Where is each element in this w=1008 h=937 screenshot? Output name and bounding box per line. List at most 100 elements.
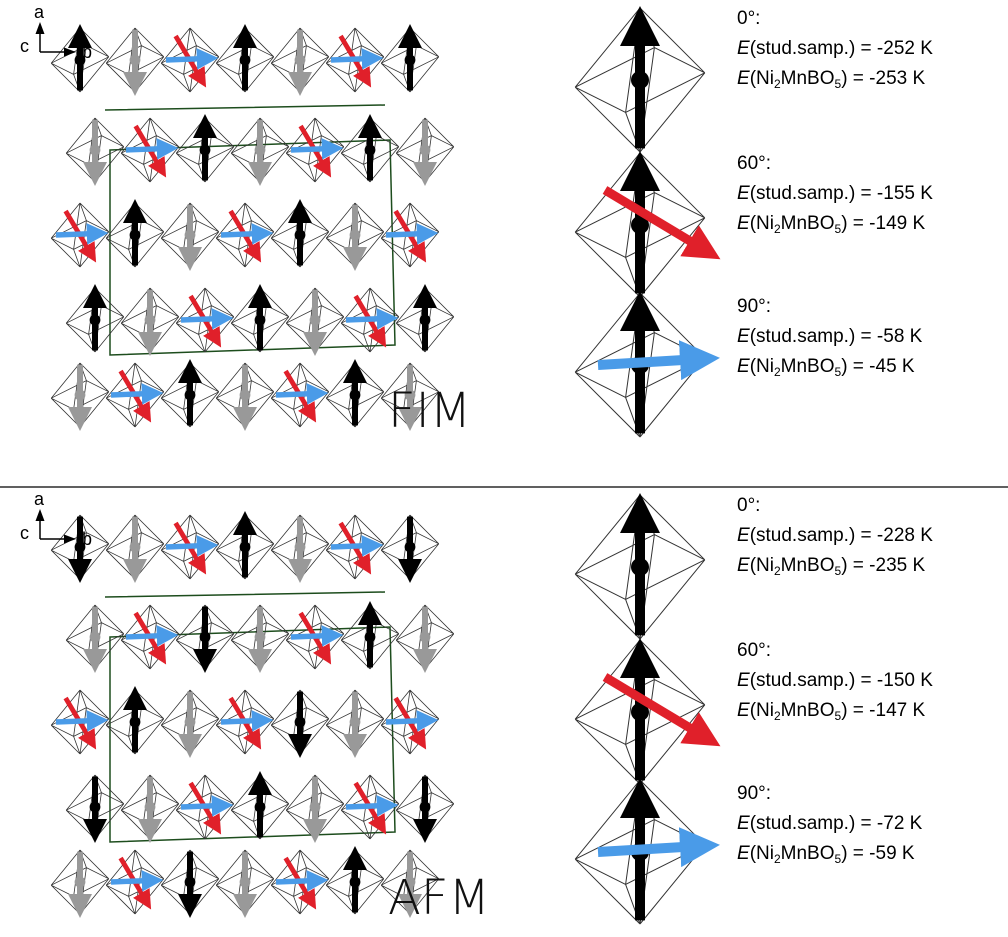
spin-center <box>90 632 101 643</box>
text-run: E <box>737 555 750 576</box>
text-run: (stud.samp.) = -155 K <box>750 183 933 204</box>
spin-center <box>255 802 266 813</box>
figure: acbFIM0°:E(stud.samp.) = -252 KE(Ni2MnBO… <box>0 0 1008 937</box>
text-run: 2 <box>774 77 781 91</box>
text-run: (Ni <box>750 356 774 377</box>
spin-arrow-blue <box>598 359 700 365</box>
spin-arrow-blue <box>111 880 153 882</box>
spin-center <box>75 877 86 888</box>
spin-center <box>310 315 321 326</box>
energy-line: E(stud.samp.) = -155 K <box>737 179 933 209</box>
text-run: ) = -235 K <box>841 555 925 576</box>
text-run: (Ni <box>750 700 774 721</box>
spin-center <box>295 230 306 241</box>
spin-arrow-blue <box>221 720 263 722</box>
spin-center <box>405 55 416 66</box>
text-run: ) = -147 K <box>841 700 925 721</box>
spin-arrow-blue <box>126 635 168 637</box>
axis-label: a <box>34 489 44 510</box>
text-run: (stud.samp.) = -252 K <box>750 38 933 59</box>
spin-arrow-blue <box>331 58 373 60</box>
text-run: (stud.samp.) = -58 K <box>750 326 923 347</box>
energy-line: E(stud.samp.) = -252 K <box>737 34 933 64</box>
text-run: MnBO <box>781 843 835 864</box>
spin-arrow-blue <box>221 233 263 235</box>
text-run: (stud.samp.) = -150 K <box>750 670 933 691</box>
spin-arrow-blue <box>386 233 428 235</box>
energy-line: E(Ni2MnBO5) = -149 K <box>737 209 933 239</box>
spin-center <box>90 802 101 813</box>
energy-line: E(Ni2MnBO5) = -59 K <box>737 839 922 869</box>
text-run: (stud.samp.) = -72 K <box>750 813 923 834</box>
text-run: E <box>737 68 750 89</box>
text-run: 2 <box>774 365 781 379</box>
spin-center <box>90 145 101 156</box>
spin-arrow-red <box>605 190 705 250</box>
phase-label: FIM <box>388 383 471 439</box>
spin-arrow-blue <box>346 805 388 807</box>
angle: 0°: <box>737 4 933 34</box>
spin-arrow-blue <box>166 545 208 547</box>
angle: 0°: <box>737 491 933 521</box>
energy-block: 90°: E(stud.samp.) = -72 K E(Ni2MnBO5) = -… <box>737 779 922 869</box>
energy-line: E(Ni2MnBO5) = -45 K <box>737 352 922 382</box>
text-run: 2 <box>774 709 781 723</box>
spin-center <box>365 632 376 643</box>
spin-center <box>295 542 306 553</box>
spin-center <box>420 802 431 813</box>
phase-label: AFM <box>388 870 490 926</box>
spin-center <box>145 315 156 326</box>
text-run: MnBO <box>781 213 835 234</box>
text-run: ) = -149 K <box>841 213 925 234</box>
spin-center <box>200 632 211 643</box>
spin-center <box>185 717 196 728</box>
axis-label: b <box>82 42 92 63</box>
text-run: E <box>737 326 750 347</box>
spin-center <box>200 145 211 156</box>
text-run: E <box>737 183 750 204</box>
text-run: (Ni <box>750 213 774 234</box>
spin-arrow-blue <box>386 720 428 722</box>
spin-center <box>420 632 431 643</box>
spin-center <box>365 145 376 156</box>
angle: 60°: <box>737 636 933 666</box>
energy-line: E(Ni2MnBO5) = -147 K <box>737 696 933 726</box>
spin-center <box>255 145 266 156</box>
spin-arrow-blue <box>598 846 700 852</box>
spin-center <box>420 315 431 326</box>
spin-center <box>255 632 266 643</box>
spin-center <box>255 315 266 326</box>
spin-center <box>350 390 361 401</box>
spin-center <box>240 55 251 66</box>
energy-block: 60°:E(stud.samp.) = -150 KE(Ni2MnBO5) = … <box>737 636 933 726</box>
spin-arrow-blue <box>346 318 388 320</box>
text-run: 2 <box>774 852 781 866</box>
energy-block: 60°:E(stud.samp.) = -155 KE(Ni2MnBO5) = … <box>737 149 933 239</box>
spin-center <box>130 717 141 728</box>
spin-center <box>350 717 361 728</box>
text-run: E <box>737 213 750 234</box>
text-run: E <box>737 38 750 59</box>
text-run: MnBO <box>781 356 835 377</box>
spin-arrow-blue <box>126 148 168 150</box>
spin-arrow-blue <box>331 545 373 547</box>
text-run: E <box>737 525 750 546</box>
spin-center <box>185 877 196 888</box>
energy-line: E(stud.samp.) = -228 K <box>737 521 933 551</box>
spin-center <box>420 145 431 156</box>
text-run: (Ni <box>750 555 774 576</box>
spin-center <box>350 877 361 888</box>
energy-line: E(Ni2MnBO5) = -253 K <box>737 64 933 94</box>
spin-center <box>75 390 86 401</box>
text-run: (stud.samp.) = -228 K <box>750 525 933 546</box>
spin-center <box>130 230 141 241</box>
spin-arrow-blue <box>111 393 153 395</box>
text-run: ) = -45 K <box>841 356 914 377</box>
text-run: E <box>737 813 750 834</box>
text-run: ) = -59 K <box>841 843 914 864</box>
spin-center <box>185 230 196 241</box>
angle: 90°: <box>737 779 922 809</box>
spin-center <box>350 230 361 241</box>
text-run: (Ni <box>750 843 774 864</box>
